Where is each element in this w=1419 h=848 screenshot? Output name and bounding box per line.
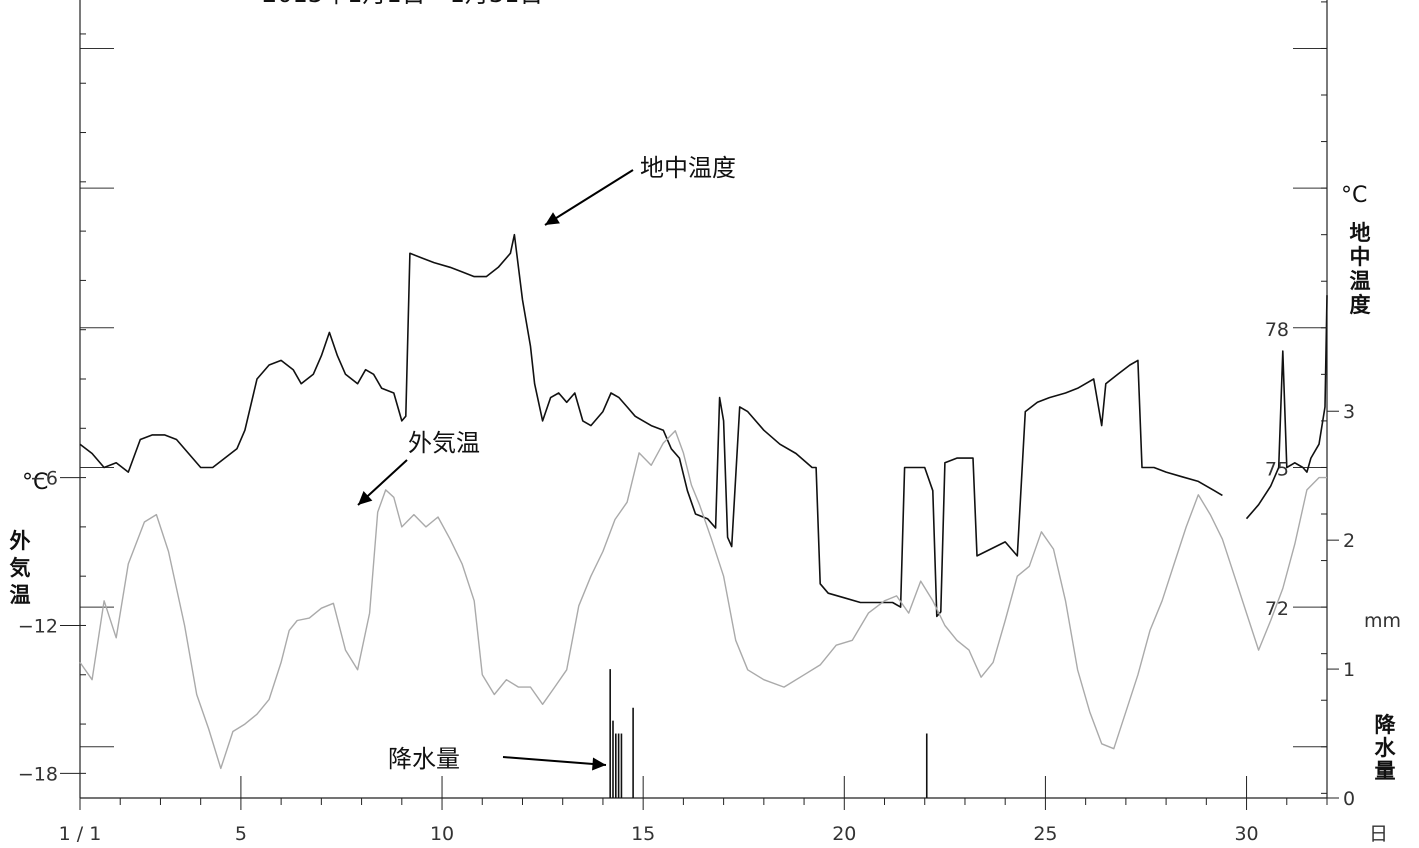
precipitation-bars <box>609 669 928 798</box>
right-tick-label: 78 <box>1265 319 1289 341</box>
chart-title: 2013年1月1日～1月31日 <box>262 0 543 8</box>
annotation-arrows <box>357 169 634 771</box>
x-tick-label: 20 <box>832 823 856 845</box>
x-tick-label: 1 / 1 <box>59 823 102 845</box>
arrow-shaft <box>544 169 634 226</box>
ground-temperature-line <box>1245 295 1328 520</box>
air-temperature-arrow <box>357 459 408 506</box>
left-axis-title: 外気温 <box>10 529 31 607</box>
ground-temperature-arrow <box>544 169 634 226</box>
arrow-head <box>545 212 560 225</box>
series-layer <box>79 233 1328 770</box>
precip-axis-title: 降水量 <box>1375 713 1397 783</box>
left-tick-label: −18 <box>18 763 58 785</box>
right-tick-label: 75 <box>1265 458 1289 480</box>
annotation-air-temperature: 外気温 <box>408 429 480 457</box>
tick-labels: −6 −12 −18 78 75 72 0 1 2 3 1 / 1 5 10 15 20 25 30 <box>18 319 1355 845</box>
tick-marks <box>60 1 1339 810</box>
arrow-head <box>592 757 606 771</box>
precip-tick-label: 3 <box>1343 401 1355 423</box>
precipitation-arrow <box>502 756 607 771</box>
left-tick-label: −12 <box>18 615 58 637</box>
right-tick-label: 72 <box>1265 598 1289 620</box>
precip-tick-label: 1 <box>1343 659 1355 681</box>
left-axis-unit: °C <box>22 470 48 495</box>
right-axis-unit: °C <box>1341 183 1367 208</box>
annotation-ground-temperature: 地中温度 <box>640 154 736 182</box>
precip-tick-label: 2 <box>1343 530 1355 552</box>
arrow-shaft <box>502 756 607 766</box>
air-temperature-line <box>79 430 1327 770</box>
x-tick-label: 10 <box>430 823 454 845</box>
arrow-head <box>358 491 373 505</box>
annotation-precipitation: 降水量 <box>388 745 460 773</box>
x-tick-label: 5 <box>235 823 247 845</box>
ground-temperature-line <box>79 233 1223 618</box>
precip-tick-label: 0 <box>1343 788 1355 810</box>
x-tick-label: 15 <box>631 823 655 845</box>
x-tick-label: 30 <box>1234 823 1258 845</box>
right-axis-title: 地中温度 <box>1350 221 1371 317</box>
left-tick-label: −6 <box>30 468 58 490</box>
x-axis-label: 日 <box>1369 823 1388 845</box>
precip-axis-unit: mm <box>1364 610 1401 632</box>
x-tick-label: 25 <box>1033 823 1057 845</box>
